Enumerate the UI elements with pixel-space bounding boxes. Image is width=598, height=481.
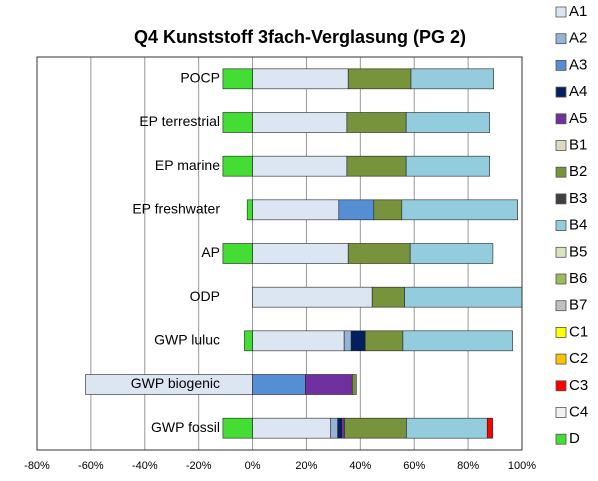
bar-segment	[252, 68, 349, 90]
x-tick-label: 40%	[349, 460, 371, 472]
legend-label: B3	[569, 190, 587, 207]
plot-border	[36, 56, 523, 451]
legend-swatch	[555, 433, 567, 445]
x-tick-label: -20%	[186, 460, 212, 472]
bar-segment	[244, 330, 253, 352]
bar-segment	[402, 330, 513, 352]
bar-segment	[347, 243, 411, 264]
bar-segment	[350, 330, 366, 352]
bar-segment	[252, 330, 345, 352]
legend-swatch	[555, 407, 567, 418]
bar-segment	[371, 286, 405, 308]
bar-segment	[338, 199, 375, 221]
legend-label: B2	[569, 163, 587, 180]
bar-segment	[405, 155, 490, 177]
bar-segment	[486, 417, 493, 439]
legend-label: B5	[569, 243, 587, 260]
x-tick-label: 0%	[245, 460, 261, 472]
legend-swatch	[555, 300, 567, 312]
legend-label: A5	[569, 110, 587, 127]
legend-label: C2	[569, 350, 588, 367]
bar-segment	[252, 112, 348, 133]
bar-segment	[222, 243, 253, 264]
x-tick-label: 60%	[403, 460, 425, 472]
bar-segment	[406, 417, 488, 439]
bar-segment	[347, 68, 412, 90]
category-label: GWP fossil	[151, 419, 220, 435]
legend-label: A3	[569, 56, 587, 73]
legend-swatch	[555, 326, 567, 338]
category-label: ODP	[190, 288, 220, 304]
legend-swatch	[555, 273, 567, 285]
bar-segment	[404, 286, 522, 308]
category-label: GWP biogenic	[131, 375, 220, 391]
category-label: EP freshwater	[132, 201, 220, 217]
bar-segment	[252, 374, 306, 395]
legend-label: A2	[569, 30, 587, 47]
x-tick-label: -60%	[78, 460, 104, 472]
bar-segment	[252, 286, 373, 308]
x-tick-label: 80%	[457, 460, 479, 472]
legend-label: A4	[569, 83, 587, 100]
x-tick-label: 20%	[295, 460, 317, 472]
bar-segment	[405, 112, 490, 133]
legend-swatch	[555, 60, 567, 71]
bar-segment	[305, 374, 353, 395]
bar-segment	[373, 199, 403, 221]
bar-segment	[252, 417, 331, 439]
bar-segment	[222, 155, 253, 177]
legend-swatch	[555, 33, 567, 45]
bar-segment	[330, 417, 339, 439]
bar-segment	[410, 68, 495, 90]
bar-segment	[337, 417, 343, 439]
legend-swatch	[555, 86, 567, 98]
bar-segment	[343, 330, 352, 352]
legend-swatch	[555, 353, 567, 365]
legend-label: B1	[569, 136, 587, 153]
bar-segment	[364, 330, 404, 352]
chart-title: Q4 Kunststoff 3fach-Verglasung (PG 2)	[134, 27, 466, 47]
bar-segment	[344, 417, 407, 439]
category-label: POCP	[180, 70, 220, 86]
legend-swatch	[555, 6, 567, 18]
legend-swatch	[555, 380, 567, 392]
bar-segment	[351, 374, 357, 395]
legend-label: C3	[569, 377, 588, 394]
bar-segment	[252, 155, 348, 177]
x-tick-label: -40%	[132, 460, 158, 472]
x-tick-label: 100%	[508, 460, 536, 472]
category-label: GWP luluc	[154, 332, 220, 348]
bar-segment	[246, 199, 253, 221]
category-label: EP marine	[155, 157, 220, 173]
legend-label: B4	[569, 217, 587, 234]
bar-segment	[346, 112, 407, 133]
legend-label: D	[569, 430, 580, 447]
category-label: AP	[201, 244, 220, 260]
legend-label: B7	[569, 297, 587, 314]
legend-label: B6	[569, 270, 587, 287]
legend-label: A1	[569, 3, 587, 20]
legend-label: C4	[569, 403, 588, 420]
legend-swatch	[555, 193, 567, 205]
bar-segment	[252, 243, 349, 264]
legend-swatch	[555, 220, 567, 232]
bar-segment	[222, 112, 253, 133]
bar-segment	[346, 155, 407, 177]
bar-segment	[222, 68, 253, 90]
bar-segment	[341, 417, 345, 439]
legend-swatch	[555, 166, 567, 178]
legend-swatch	[555, 113, 567, 125]
x-tick-label: -80%	[24, 460, 50, 472]
category-label: EP terrestrial	[139, 113, 220, 129]
bar-segment	[409, 243, 494, 264]
bar-segment	[252, 199, 340, 221]
legend-label: C1	[569, 323, 588, 340]
bar-segment	[222, 417, 253, 439]
bar-segment	[401, 199, 518, 221]
legend-swatch	[555, 140, 567, 151]
legend-swatch	[555, 246, 567, 258]
